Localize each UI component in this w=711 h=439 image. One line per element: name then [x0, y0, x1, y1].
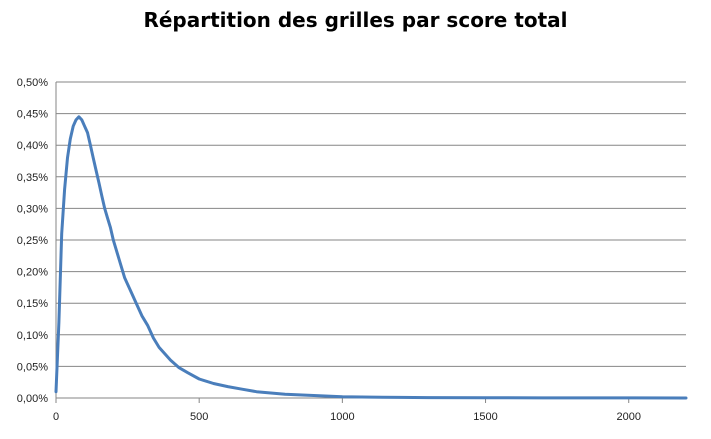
data-point	[627, 397, 630, 399]
data-point	[370, 396, 372, 398]
data-point	[66, 156, 69, 159]
data-point	[98, 182, 100, 185]
data-point	[63, 188, 66, 191]
data-point	[484, 396, 487, 399]
y-tick-label: 0,30%	[17, 203, 48, 215]
data-point	[109, 226, 112, 229]
data-point	[72, 125, 75, 128]
y-tick-label: 0,45%	[17, 109, 48, 121]
y-tick-label: 0,10%	[17, 330, 48, 342]
y-tick-label: 0,25%	[17, 235, 48, 247]
data-point	[86, 131, 89, 134]
tick-labels: 0,00% 0,05% 0,10% 0,15% 0,20% 0,25% 0,30% 0,35%…	[17, 77, 641, 423]
data-point	[78, 115, 80, 118]
data-point	[112, 239, 115, 241]
data-point	[103, 207, 106, 210]
data-point	[255, 390, 258, 393]
x-tick-label: 1500	[473, 411, 497, 423]
y-tick-label: 0,15%	[17, 298, 48, 310]
gridlines	[56, 81, 686, 367]
data-point	[212, 382, 215, 385]
data-point	[83, 125, 86, 128]
data-point	[100, 194, 103, 197]
y-tick-label: 0,20%	[17, 267, 48, 279]
data-point	[158, 346, 160, 349]
data-point	[427, 396, 430, 399]
series-line-0	[54, 115, 688, 400]
x-tick-label: 0	[53, 411, 59, 423]
data-point	[57, 321, 60, 324]
data-point	[398, 396, 401, 399]
y-tick-label: 0,50%	[17, 77, 48, 89]
data-point	[152, 337, 155, 339]
data-point	[186, 371, 189, 374]
data-point	[163, 352, 166, 355]
data-point	[129, 289, 132, 292]
data-point	[92, 156, 95, 159]
x-tick-label: 1000	[330, 411, 354, 423]
x-tick-label: 2000	[616, 411, 640, 423]
data-point	[141, 314, 143, 317]
data-point	[198, 378, 201, 380]
data-point	[95, 169, 97, 172]
y-tick-label: 0,40%	[17, 140, 48, 152]
data-point	[169, 359, 172, 361]
data-point	[123, 277, 126, 279]
data-point	[60, 232, 63, 235]
data-point	[69, 137, 72, 140]
data-point	[106, 216, 109, 219]
data-point	[284, 393, 286, 396]
data-point	[89, 144, 92, 147]
y-tick-label: 0,05%	[17, 361, 48, 373]
data-point	[685, 397, 687, 399]
data-point	[55, 390, 57, 393]
data-point	[75, 119, 77, 121]
data-point	[135, 302, 138, 305]
data-point	[341, 395, 344, 398]
series-layer	[54, 115, 688, 400]
chart-title: Répartition des grilles par score total	[143, 8, 568, 32]
data-point	[118, 258, 120, 260]
y-tick-label: 0,00%	[17, 393, 48, 405]
data-point	[80, 119, 83, 121]
data-point	[241, 388, 244, 391]
axes	[55, 82, 686, 403]
data-point	[312, 394, 315, 397]
x-tick-label: 500	[190, 411, 208, 423]
data-point	[226, 385, 229, 388]
data-point	[178, 366, 181, 369]
y-tick-label: 0,35%	[17, 172, 48, 184]
data-point	[541, 396, 544, 399]
data-point	[146, 324, 149, 327]
